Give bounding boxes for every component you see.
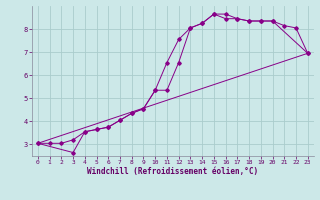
- X-axis label: Windchill (Refroidissement éolien,°C): Windchill (Refroidissement éolien,°C): [87, 167, 258, 176]
